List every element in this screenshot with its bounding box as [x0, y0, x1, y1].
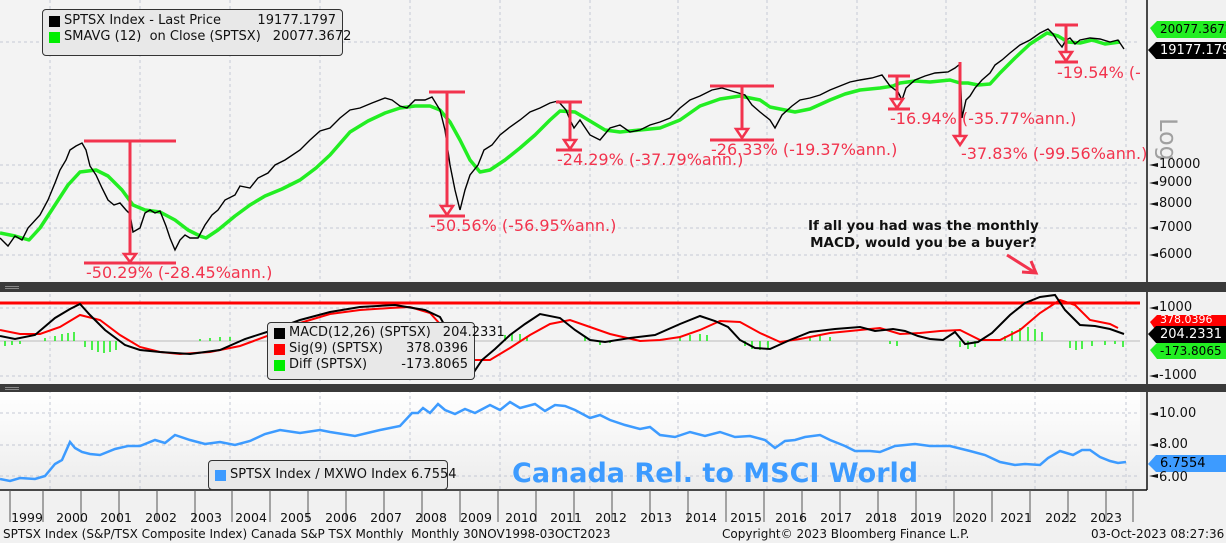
legend-value: 204.2331 — [442, 325, 505, 340]
drawdown-label-2022: -19.54% (-1 — [1057, 63, 1140, 82]
drawdown-label-2011: -24.29% (-37.79%ann.) — [557, 150, 744, 169]
x-tick: 2008 — [415, 510, 447, 525]
macd-value-tag: 204.2331 — [1160, 327, 1223, 342]
y-tick: 6000 — [1159, 247, 1193, 262]
x-tick: 2011 — [550, 510, 582, 525]
x-tick: 2022 — [1045, 510, 1077, 525]
macd-legend[interactable]: MACD(12,26) (SPTSX) 204.2331 Sig(9) (SPT… — [267, 322, 505, 380]
ratio-line — [0, 400, 1127, 483]
x-tick: 2019 — [910, 510, 942, 525]
ratio-legend[interactable]: SPTSX Index / MXWO Index 6.7554 — [208, 460, 457, 490]
ratio-value-tag: 6.7554 — [1160, 456, 1206, 471]
x-tick: 1999 — [11, 510, 43, 525]
signal-swatch — [274, 343, 285, 355]
footer-timestamp: 03-Oct-2023 08:27:36 — [1091, 527, 1225, 541]
x-tick: 2000 — [56, 510, 88, 525]
legend-label: MACD(12,26) (SPTSX) — [289, 325, 431, 340]
legend-item-macd[interactable]: MACD(12,26) (SPTSX) 204.2331 — [274, 325, 505, 341]
y-tick: 10000 — [1159, 157, 1201, 172]
legend-value: 20077.3672 — [272, 29, 352, 44]
callout-line-2: MACD, would you be a buyer? — [810, 235, 1037, 251]
legend-label: SMAVG (12) on Close (SPTSX) — [64, 29, 261, 44]
ratio-swatch — [215, 469, 226, 481]
last-price-swatch — [49, 15, 60, 27]
diff-swatch — [274, 359, 285, 371]
x-tick: 2015 — [730, 510, 762, 525]
x-tick: 2006 — [325, 510, 357, 525]
x-tick: 2023 — [1090, 510, 1122, 525]
diff-value-tag: -173.8065 — [1160, 344, 1222, 358]
drawdown-label-2020: -37.83% (-99.56%ann.) — [961, 144, 1148, 163]
panel-divider[interactable] — [0, 282, 1226, 292]
panel-divider[interactable] — [0, 384, 1226, 392]
ratio-panel-title: Canada Rel. to MSCI World — [512, 458, 919, 489]
x-tick: 2021 — [1000, 510, 1032, 525]
y-tick: -1000 — [1159, 368, 1197, 383]
x-tick: 2012 — [595, 510, 627, 525]
last-price-value-tag: 19177.1797 — [1160, 43, 1226, 58]
x-tick: 2013 — [640, 510, 672, 525]
x-tick: 2010 — [505, 510, 537, 525]
drawdown-markers — [84, 23, 1078, 265]
signal-value-tag: 378.0396 — [1160, 314, 1213, 326]
drawdown-label-2015: -26.33% (-19.37%ann.) — [711, 140, 898, 159]
smavg-line — [0, 31, 1121, 242]
callout-line-1: If all you had was the monthly — [808, 218, 1039, 234]
y-tick: 8.00 — [1159, 437, 1188, 452]
drawdown-label-2018: -16.94% (-35.77%ann.) — [890, 109, 1077, 128]
y-tick: 7000 — [1159, 220, 1193, 235]
x-tick: 2014 — [685, 510, 717, 525]
legend-label: Sig(9) (SPTSX) — [289, 341, 383, 356]
y-tick: 6.00 — [1159, 470, 1188, 485]
legend-value: -173.8065 — [401, 357, 468, 372]
footer-description: SPTSX Index (S&P/TSX Composite Index) Ca… — [3, 527, 611, 541]
y-tick: 9000 — [1159, 175, 1193, 190]
legend-label: SPTSX Index / MXWO Index 6.7554 — [230, 467, 457, 482]
x-tick: 2007 — [370, 510, 402, 525]
y-tick: 8000 — [1159, 196, 1193, 211]
x-tick: 2009 — [460, 510, 492, 525]
legend-item-ratio[interactable]: SPTSX Index / MXWO Index 6.7554 — [215, 467, 457, 483]
macd-callout: If all you had was the monthly MACD, wou… — [808, 218, 1039, 252]
callout-arrow — [1006, 253, 1039, 275]
legend-item-smavg[interactable]: SMAVG (12) on Close (SPTSX) 20077.3672 — [49, 29, 351, 45]
x-tick: 2017 — [820, 510, 852, 525]
legend-value: 378.0396 — [405, 341, 468, 356]
drawdown-label-2008: -50.56% (-56.95%ann.) — [430, 216, 617, 235]
macd-line — [0, 293, 1125, 377]
log-scale-label[interactable]: Log — [1154, 118, 1182, 161]
macd-swatch — [274, 327, 285, 339]
x-tick: 2016 — [775, 510, 807, 525]
y-tick: 10.00 — [1159, 406, 1197, 421]
smavg-swatch — [49, 31, 60, 43]
x-tick: 2003 — [190, 510, 222, 525]
x-tick: 2001 — [100, 510, 132, 525]
legend-label: Diff (SPTSX) — [289, 357, 368, 372]
x-tick: 2020 — [955, 510, 987, 525]
x-tick: 2005 — [280, 510, 312, 525]
y-tick: 1000 — [1159, 300, 1193, 315]
legend-label: SPTSX Index - Last Price — [64, 13, 221, 28]
x-tick: 2004 — [235, 510, 267, 525]
smavg-value-tag: 20077.3672 — [1160, 22, 1226, 36]
price-legend[interactable]: SPTSX Index - Last Price 19177.1797 SMAV… — [42, 9, 351, 56]
legend-item-last-price[interactable]: SPTSX Index - Last Price 19177.1797 — [49, 13, 336, 29]
footer-copyright: Copyright© 2023 Bloomberg Finance L.P. — [722, 527, 970, 541]
legend-item-signal[interactable]: Sig(9) (SPTSX) 378.0396 — [274, 341, 468, 357]
legend-item-diff[interactable]: Diff (SPTSX) -173.8065 — [274, 357, 468, 373]
legend-value: 19177.1797 — [257, 13, 336, 28]
drawdown-label-2000: -50.29% (-28.45%ann.) — [86, 263, 273, 282]
grid-lines — [0, 0, 1140, 490]
x-tick: 2018 — [865, 510, 897, 525]
x-tick: 2002 — [145, 510, 177, 525]
drawdown-arrowheads — [121, 50, 1075, 265]
